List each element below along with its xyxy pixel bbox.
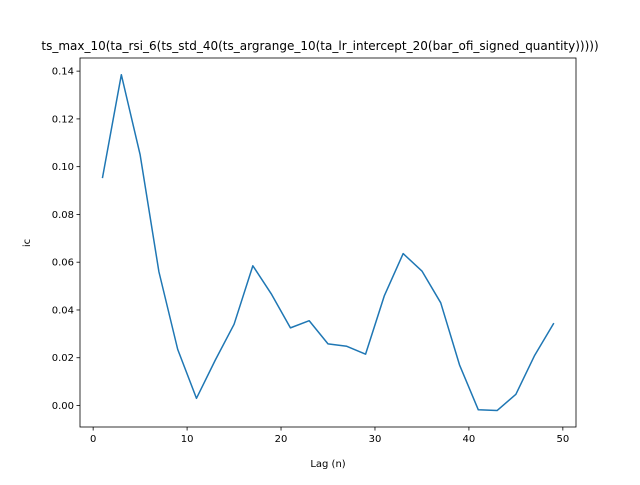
x-tick-label-20: 20 <box>275 434 288 445</box>
chart-title: ts_max_10(ta_rsi_6(ts_std_40(ts_argrange… <box>41 39 598 53</box>
y-tick-label-2: 0.04 <box>52 305 74 316</box>
y-tick-label-4: 0.08 <box>52 210 74 221</box>
y-tick-label-1: 0.02 <box>52 353 74 364</box>
series-line-0 <box>101 73 555 412</box>
x-tick-label-50: 50 <box>556 434 569 445</box>
y-tick-label-3: 0.06 <box>52 258 74 269</box>
plot-area: 0 10 20 30 40 50 0.00 0.02 0.04 0.06 0.08 0.10 0.12 0… <box>52 57 577 445</box>
y-tick-label-0: 0.00 <box>52 401 74 412</box>
y-tick-label-5: 0.10 <box>52 162 74 173</box>
x-axis-label: Lag (n) <box>310 459 345 470</box>
y-axis-label: ic <box>22 239 33 247</box>
y-tick-label-6: 0.12 <box>52 114 74 125</box>
y-tick-label-7: 0.14 <box>52 67 74 78</box>
x-tick-label-40: 40 <box>463 434 476 445</box>
plot-frame <box>79 57 577 428</box>
x-tick-label-30: 30 <box>369 434 382 445</box>
x-tick-label-10: 10 <box>181 434 194 445</box>
x-tick-label-0: 0 <box>90 434 96 445</box>
